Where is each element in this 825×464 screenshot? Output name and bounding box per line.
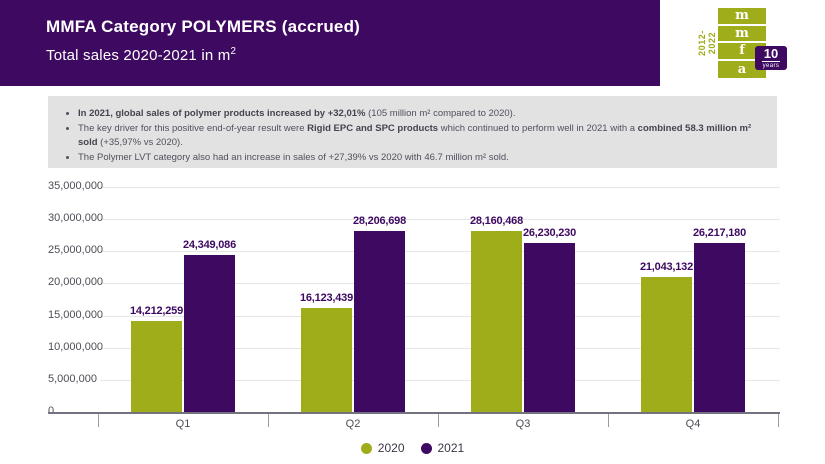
x-axis-label: Q1 bbox=[175, 418, 191, 430]
y-axis-label: 30,000,000 bbox=[48, 212, 104, 225]
bar-2021-q2 bbox=[354, 230, 405, 412]
y-axis-label: 0 bbox=[48, 405, 55, 417]
legend-label: 2020 bbox=[377, 441, 405, 455]
page-subtitle: Total sales 2020-2021 in m2 bbox=[46, 46, 237, 64]
bar-2020-q4 bbox=[641, 276, 692, 412]
legend-item-2021: 2021 bbox=[420, 441, 465, 455]
logo-letter: a bbox=[737, 61, 747, 77]
summary-bullet: The key driver for this positive end-of-… bbox=[78, 122, 759, 151]
summary-bullet: The Polymer LVT category also had an inc… bbox=[78, 151, 759, 166]
bar-2020-q1 bbox=[131, 320, 182, 412]
bar-2021-q3 bbox=[524, 243, 575, 412]
summary-bullet: In 2021, global sales of polymer product… bbox=[78, 107, 759, 122]
y-axis-label: 15,000,000 bbox=[48, 308, 104, 321]
bar-value-label: 14,212,259 bbox=[129, 304, 184, 317]
logo-year-range: 2012-2022 bbox=[697, 29, 717, 57]
bar-value-label: 21,043,132 bbox=[639, 260, 694, 273]
logo-letter: m bbox=[718, 26, 766, 43]
grid-line bbox=[100, 283, 780, 285]
axis-tick bbox=[608, 414, 609, 427]
page-title: MMFA Category POLYMERS (accrued) bbox=[46, 17, 361, 36]
legend-swatch bbox=[360, 442, 372, 454]
axis-tick bbox=[778, 414, 779, 427]
y-axis-label: 10,000,000 bbox=[48, 340, 104, 353]
grid-line bbox=[100, 379, 780, 381]
grid-line bbox=[100, 219, 780, 221]
chart-legend: 2020 2021 bbox=[0, 441, 825, 455]
badge-label: years bbox=[762, 63, 780, 69]
header-banner: MMFA Category POLYMERS (accrued) Total s… bbox=[0, 0, 660, 86]
axis-tick bbox=[98, 414, 99, 427]
y-axis-label: 35,000,000 bbox=[48, 180, 104, 192]
bar-2021-q1 bbox=[184, 255, 235, 412]
bar-2020-q3 bbox=[471, 230, 522, 412]
legend-label: 2021 bbox=[437, 441, 465, 455]
bar-value-label: 26,217,180 bbox=[692, 227, 747, 240]
y-axis-label: 20,000,000 bbox=[48, 276, 104, 289]
legend-swatch bbox=[420, 442, 432, 454]
logo-letter: m bbox=[718, 8, 766, 26]
y-axis-label: 5,000,000 bbox=[48, 372, 97, 385]
bar-2020-q2 bbox=[301, 308, 352, 412]
x-axis-label: Q2 bbox=[345, 418, 361, 430]
bar-value-label: 28,160,468 bbox=[469, 214, 524, 227]
x-axis-label: Q3 bbox=[515, 418, 531, 430]
grid-line bbox=[100, 187, 780, 188]
bar-chart: 0 5,000,000 10,000,000 15,000,000 20,000,000… bbox=[0, 180, 825, 437]
logo-10-years-badge: 10 years bbox=[755, 46, 787, 70]
bar-2021-q4 bbox=[694, 243, 745, 412]
grid-line bbox=[100, 315, 780, 317]
axis-tick bbox=[268, 414, 269, 427]
legend-item-2020: 2020 bbox=[360, 441, 405, 455]
x-axis-label: Q4 bbox=[685, 418, 701, 430]
bar-value-label: 26,230,230 bbox=[522, 227, 577, 240]
grid-line bbox=[100, 347, 780, 349]
badge-number: 10 bbox=[761, 46, 781, 62]
logo-letter: f bbox=[718, 43, 766, 61]
bar-value-label: 28,206,698 bbox=[352, 214, 407, 227]
summary-list: In 2021, global sales of polymer product… bbox=[78, 107, 759, 166]
y-axis-label: 25,000,000 bbox=[48, 244, 104, 257]
grid-line bbox=[100, 251, 780, 253]
x-axis-line bbox=[48, 412, 780, 414]
summary-box: In 2021, global sales of polymer product… bbox=[48, 96, 777, 168]
axis-tick bbox=[438, 414, 439, 427]
bar-value-label: 24,349,086 bbox=[182, 239, 237, 252]
bar-value-label: 16,123,439 bbox=[299, 292, 354, 305]
